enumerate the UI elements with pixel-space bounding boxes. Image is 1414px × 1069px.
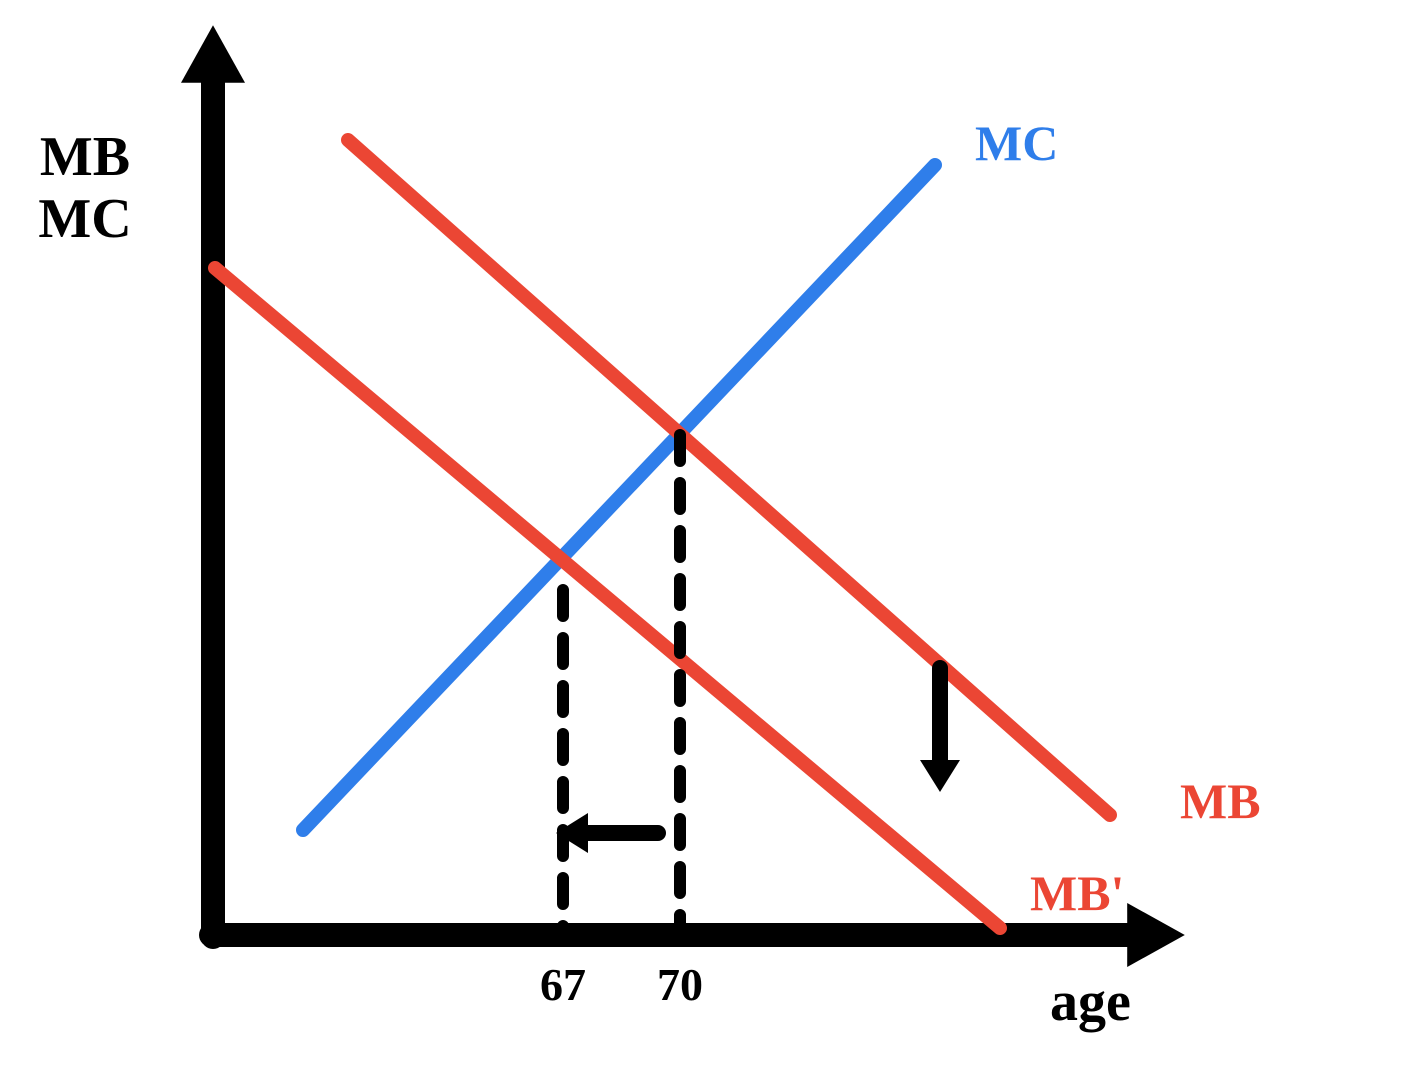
y-axis-arrowhead (181, 25, 245, 83)
x-axis-arrowhead (1127, 903, 1185, 967)
economics-chart: MCMB'MB6770MBMCage (0, 0, 1414, 1069)
x-tick-label-0: 67 (540, 959, 586, 1010)
x-axis-label: age (1050, 971, 1131, 1033)
mb-line-label: MB (1180, 773, 1261, 829)
shift-arrow-down-head (920, 760, 960, 792)
mb-prime-line-label: MB' (1030, 865, 1124, 921)
y-axis-label-mc: MC (38, 188, 131, 250)
mc-line (303, 165, 935, 830)
y-axis-label-mb: MB (40, 126, 130, 188)
mc-line-label: MC (975, 115, 1058, 171)
chart-container: MCMB'MB6770MBMCage (0, 0, 1414, 1069)
x-tick-label-1: 70 (657, 959, 703, 1010)
